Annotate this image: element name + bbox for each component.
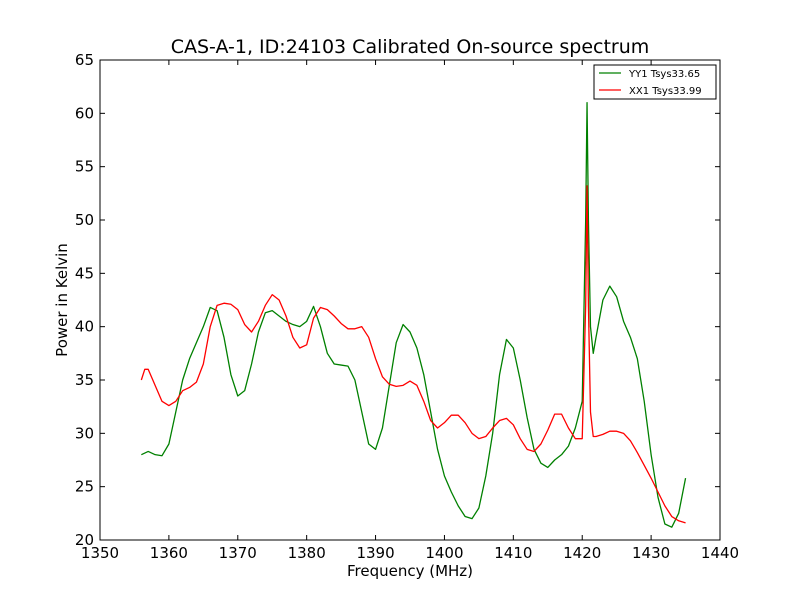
y-tick-label: 55: [75, 158, 94, 176]
plot-background: [100, 60, 720, 540]
y-tick-label: 65: [75, 51, 94, 69]
ticks-layer: 1350 1360 1370 1380 1390 1400 1410 1420 1430 1440…: [75, 51, 739, 562]
legend-label-yy1: YY1 Tsys33.65: [628, 69, 700, 80]
x-tick-label: 1400: [425, 544, 463, 562]
legend: YY1 Tsys33.65 XX1 Tsys33.99: [593, 64, 717, 100]
x-tick-label: 1360: [150, 544, 188, 562]
x-tick-label: 1430: [632, 544, 670, 562]
chart-title: CAS-A-1, ID:24103 Calibrated On-source s…: [171, 36, 650, 58]
series-line-1: [140, 185, 686, 524]
x-tick-label: 1440: [701, 544, 739, 562]
x-tick-label: 1420: [563, 544, 601, 562]
y-tick-label: 30: [75, 424, 94, 442]
x-tick-label: 1410: [494, 544, 532, 562]
y-tick-label: 50: [75, 211, 94, 229]
series-layer: [140, 102, 687, 528]
series-line-0: [141, 102, 687, 528]
y-tick-label: 60: [75, 104, 94, 122]
y-tick-label: 45: [75, 264, 94, 282]
y-tick-label: 20: [75, 531, 94, 549]
x-tick-label: 1370: [219, 544, 257, 562]
x-tick-label: 1380: [288, 544, 326, 562]
x-axis-label: Frequency (MHz): [347, 562, 473, 580]
y-tick-label: 40: [75, 318, 94, 336]
plot-frame: [99, 59, 721, 541]
plot-area: 1350 1360 1370 1380 1390 1400 1410 1420 1430 1440…: [75, 51, 739, 562]
x-tick-label: 1350: [81, 544, 119, 562]
y-tick-label: 35: [75, 371, 94, 389]
y-axis-label: Power in Kelvin: [53, 243, 71, 357]
y-tick-label: 25: [75, 478, 94, 496]
legend-label-xx1: XX1 Tsys33.99: [629, 86, 702, 97]
x-tick-label: 1390: [356, 544, 394, 562]
legend-box: [593, 64, 717, 100]
